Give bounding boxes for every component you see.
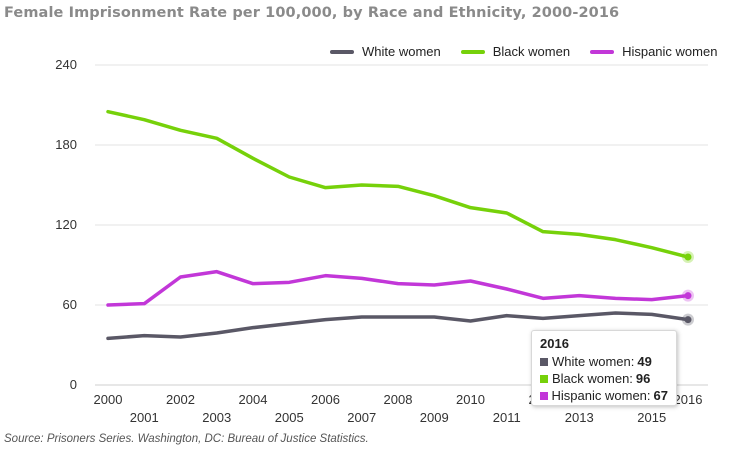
x-tick-label: 2008 <box>384 392 413 407</box>
legend-label-black: Black women <box>492 44 571 59</box>
tooltip-swatch-black <box>540 374 548 383</box>
point-white-2016 <box>684 316 692 324</box>
legend-item-black[interactable]: Black women <box>460 44 571 59</box>
series-line-black <box>106 109 690 259</box>
source-note: Source: Prisoners Series. Washington, DC… <box>4 433 369 445</box>
y-tick-label: 240 <box>55 57 77 72</box>
y-tick-label: 60 <box>63 297 77 312</box>
x-tick-label: 2005 <box>275 410 304 425</box>
tooltip-value-hispanic: 67 <box>653 388 668 403</box>
tooltip-row-black: Black women: 96 <box>540 370 668 387</box>
x-tick-label: 2000 <box>94 392 123 407</box>
tooltip-value-black: 96 <box>635 371 651 386</box>
x-tick-label: 2015 <box>637 410 666 425</box>
legend: White women Black women Hispanic women <box>330 44 717 59</box>
x-tick-label: 2004 <box>239 392 268 407</box>
x-tick-label: 2011 <box>493 410 521 425</box>
tooltip-label-hispanic: Hispanic women: <box>551 388 651 403</box>
tooltip-label-white: White women: <box>552 354 635 369</box>
tooltip-swatch-hispanic <box>540 391 548 400</box>
x-tick-label: 2010 <box>456 392 485 407</box>
legend-swatch-hispanic <box>590 49 615 54</box>
x-tick-label: 2009 <box>420 410 449 425</box>
x-tick-label: 2013 <box>565 410 594 425</box>
legend-item-hispanic[interactable]: Hispanic women <box>590 44 717 59</box>
legend-swatch-white <box>330 49 354 54</box>
x-tick-label: 2016 <box>674 392 703 407</box>
legend-swatch-black <box>460 49 485 54</box>
series-line-white <box>106 311 690 341</box>
y-tick-label: 180 <box>55 137 77 152</box>
tooltip: 2016 White women: 49 Black women: 96 His… <box>531 330 677 406</box>
legend-label-hispanic: Hispanic women <box>622 44 718 59</box>
x-tick-label: 2006 <box>311 392 340 407</box>
tooltip-label-black: Black women: <box>552 371 633 386</box>
legend-item-white[interactable]: White women <box>330 44 441 59</box>
point-hispanic-2016 <box>684 292 692 300</box>
tooltip-value-white: 49 <box>637 354 652 369</box>
tooltip-row-white: White women: 49 <box>540 353 668 370</box>
x-tick-label: 2007 <box>347 410 376 425</box>
series-line-hispanic <box>106 269 690 307</box>
y-tick-label: 120 <box>55 217 77 232</box>
y-tick-label: 0 <box>70 377 77 392</box>
legend-label-white: White women <box>362 44 441 59</box>
chart-title: Female Imprisonment Rate per 100,000, by… <box>4 5 620 21</box>
tooltip-year: 2016 <box>540 336 569 351</box>
tooltip-row-hispanic: Hispanic women: 67 <box>540 387 668 404</box>
x-tick-label: 2002 <box>166 392 195 407</box>
x-tick-label: 2003 <box>202 410 231 425</box>
x-tick-label: 2001 <box>130 410 159 425</box>
point-black-2016 <box>684 253 692 261</box>
tooltip-swatch-white <box>540 357 548 366</box>
